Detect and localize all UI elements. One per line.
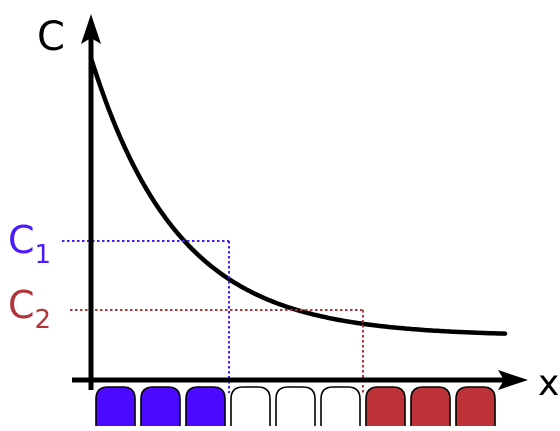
c2-subscript: 2 [35,305,52,335]
c2-letter: C [8,283,35,327]
cell-4 [230,386,271,431]
y-axis-label: C [37,14,65,60]
cell-5 [275,386,316,431]
cell-3 [185,386,226,431]
c1-label: C1 [8,218,51,270]
x-axis [72,370,528,390]
cells-row [95,386,496,431]
cell-2 [140,386,181,431]
y-axis-arrowhead [81,14,101,44]
decay-curve [88,55,508,336]
cell-6 [320,386,361,431]
cell-7 [365,386,406,431]
c1-letter: C [8,218,35,262]
x-axis-arrowhead [498,370,528,390]
c1-subscript: 1 [35,240,52,270]
x-axis-label: x [538,363,559,404]
c2-label: C2 [8,283,51,335]
cell-9 [455,386,496,431]
y-axis [81,14,101,390]
cell-8 [410,386,451,431]
cell-1 [95,386,136,431]
